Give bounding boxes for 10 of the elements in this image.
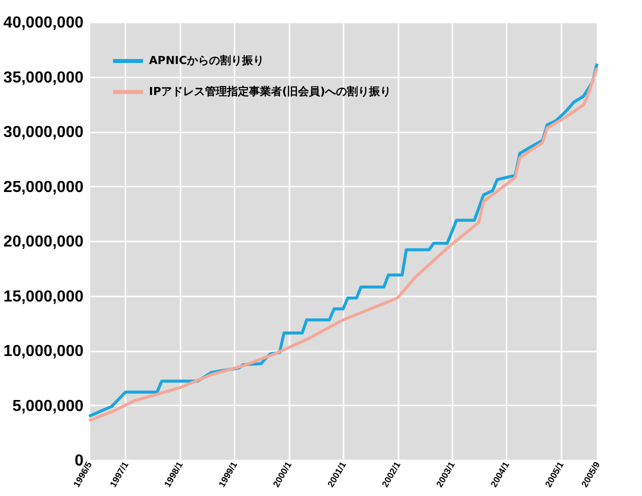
y-tick-label: 5,000,000 <box>12 398 84 415</box>
y-tick-label: 15,000,000 <box>3 288 84 306</box>
legend-label: IPアドレス管理指定事業者(旧会員)への割り振り <box>149 85 392 98</box>
legend-label: APNICからの割り振り <box>149 54 264 67</box>
y-tick-label: 40,000,000 <box>3 14 84 32</box>
y-tick-label: 10,000,000 <box>3 343 84 360</box>
y-tick-label: 30,000,000 <box>3 124 84 141</box>
y-tick-label: 25,000,000 <box>3 178 84 196</box>
y-tick-label: 35,000,000 <box>3 69 84 86</box>
y-tick-label: 20,000,000 <box>3 234 84 250</box>
